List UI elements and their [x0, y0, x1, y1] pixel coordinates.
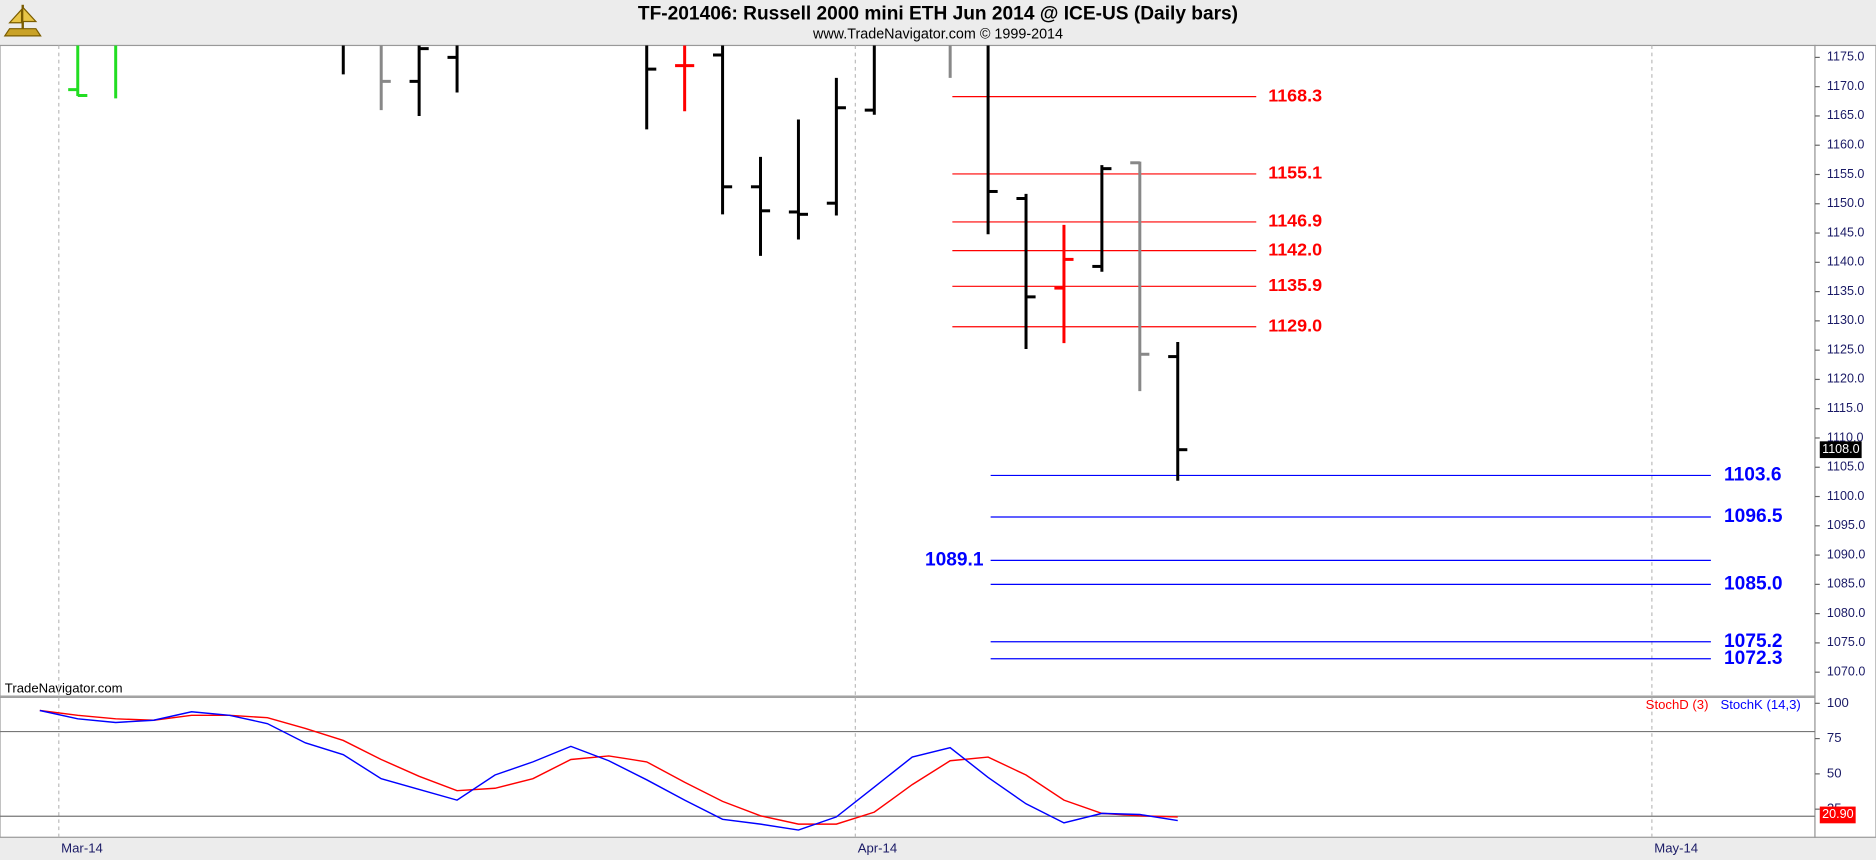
y-tick-label: 100	[1827, 695, 1849, 710]
y-tick-label: 1095.0	[1827, 518, 1865, 532]
level-label: 1103.6	[1724, 465, 1781, 486]
level-label: 1135.9	[1268, 275, 1322, 295]
y-tick-label: 1140.0	[1827, 255, 1864, 269]
stoch-plot	[0, 697, 1815, 838]
level-label: 1168.3	[1268, 85, 1322, 105]
x-tick-label: Mar-14	[61, 841, 103, 856]
y-tick-label: 1150.0	[1827, 196, 1864, 210]
level-label: 1146.9	[1268, 211, 1322, 231]
last-value-box	[1819, 806, 1856, 824]
y-tick-label: 1170.0	[1827, 79, 1864, 93]
y-tick-label: 1120.0	[1827, 372, 1864, 386]
y-tick-label: 75	[1827, 730, 1842, 745]
y-tick-label: 1155.0	[1827, 167, 1864, 181]
level-label: 1089.1	[925, 549, 984, 570]
level-label: 1085.0	[1724, 573, 1783, 594]
y-tick-label: 1130.0	[1827, 313, 1864, 327]
axes: Mar-14 Apr-14 May-14 1175.0 1170.0 1165.0 1160…	[61, 50, 1865, 856]
y-tick-label: 1125.0	[1827, 342, 1864, 356]
y-tick-label: 1075.0	[1827, 635, 1865, 649]
y-tick-label: 1090.0	[1827, 547, 1865, 561]
last-value-box	[1819, 441, 1862, 459]
stoch-line	[39, 709, 1178, 831]
last-value-label: 1108.0	[1822, 442, 1859, 456]
y-tick-label: 1160.0	[1827, 138, 1864, 152]
y-tick-label: 1175.0	[1827, 50, 1864, 64]
chart-title: TF-201406: Russell 2000 mini ETH Jun 201…	[638, 3, 1238, 24]
legend-label: StochD (3)	[1646, 697, 1709, 712]
y-tick-label: 1135.0	[1827, 284, 1864, 298]
level-label: 1072.3	[1724, 648, 1783, 669]
y-tick-label: 1100.0	[1827, 489, 1864, 503]
x-tick-label: Apr-14	[858, 841, 897, 856]
level-label: 1142.0	[1268, 239, 1322, 259]
y-tick-label: 1115.0	[1827, 401, 1864, 415]
y-tick-label: 1085.0	[1827, 577, 1865, 591]
chart-subtitle: www.TradeNavigator.com © 1999-2014	[812, 26, 1063, 42]
last-value-label: 20.90	[1822, 807, 1853, 821]
y-tick-label: 1080.0	[1827, 606, 1865, 620]
watermark: TradeNavigator.com	[5, 680, 123, 695]
stoch-panel	[0, 696, 1816, 838]
y-tick-label: 1105.0	[1827, 460, 1864, 474]
y-tick-label: 1165.0	[1827, 108, 1864, 122]
level-label: 1096.5	[1724, 506, 1783, 527]
price-panel	[0, 44, 1816, 697]
logo	[3, 4, 42, 37]
level-label: 1129.0	[1268, 315, 1322, 335]
x-tick-label: May-14	[1654, 841, 1698, 856]
y-tick-label: 1145.0	[1827, 225, 1864, 239]
legend-label: StochK (14,3)	[1720, 697, 1800, 712]
y-tick-label: 1070.0	[1827, 664, 1865, 678]
y-tick-label: 50	[1827, 765, 1842, 780]
level-label: 1075.2	[1724, 631, 1783, 652]
level-label: 1155.1	[1268, 163, 1322, 183]
price-plot	[58, 45, 1711, 697]
y-tick-label: 1110.0	[1827, 430, 1864, 444]
